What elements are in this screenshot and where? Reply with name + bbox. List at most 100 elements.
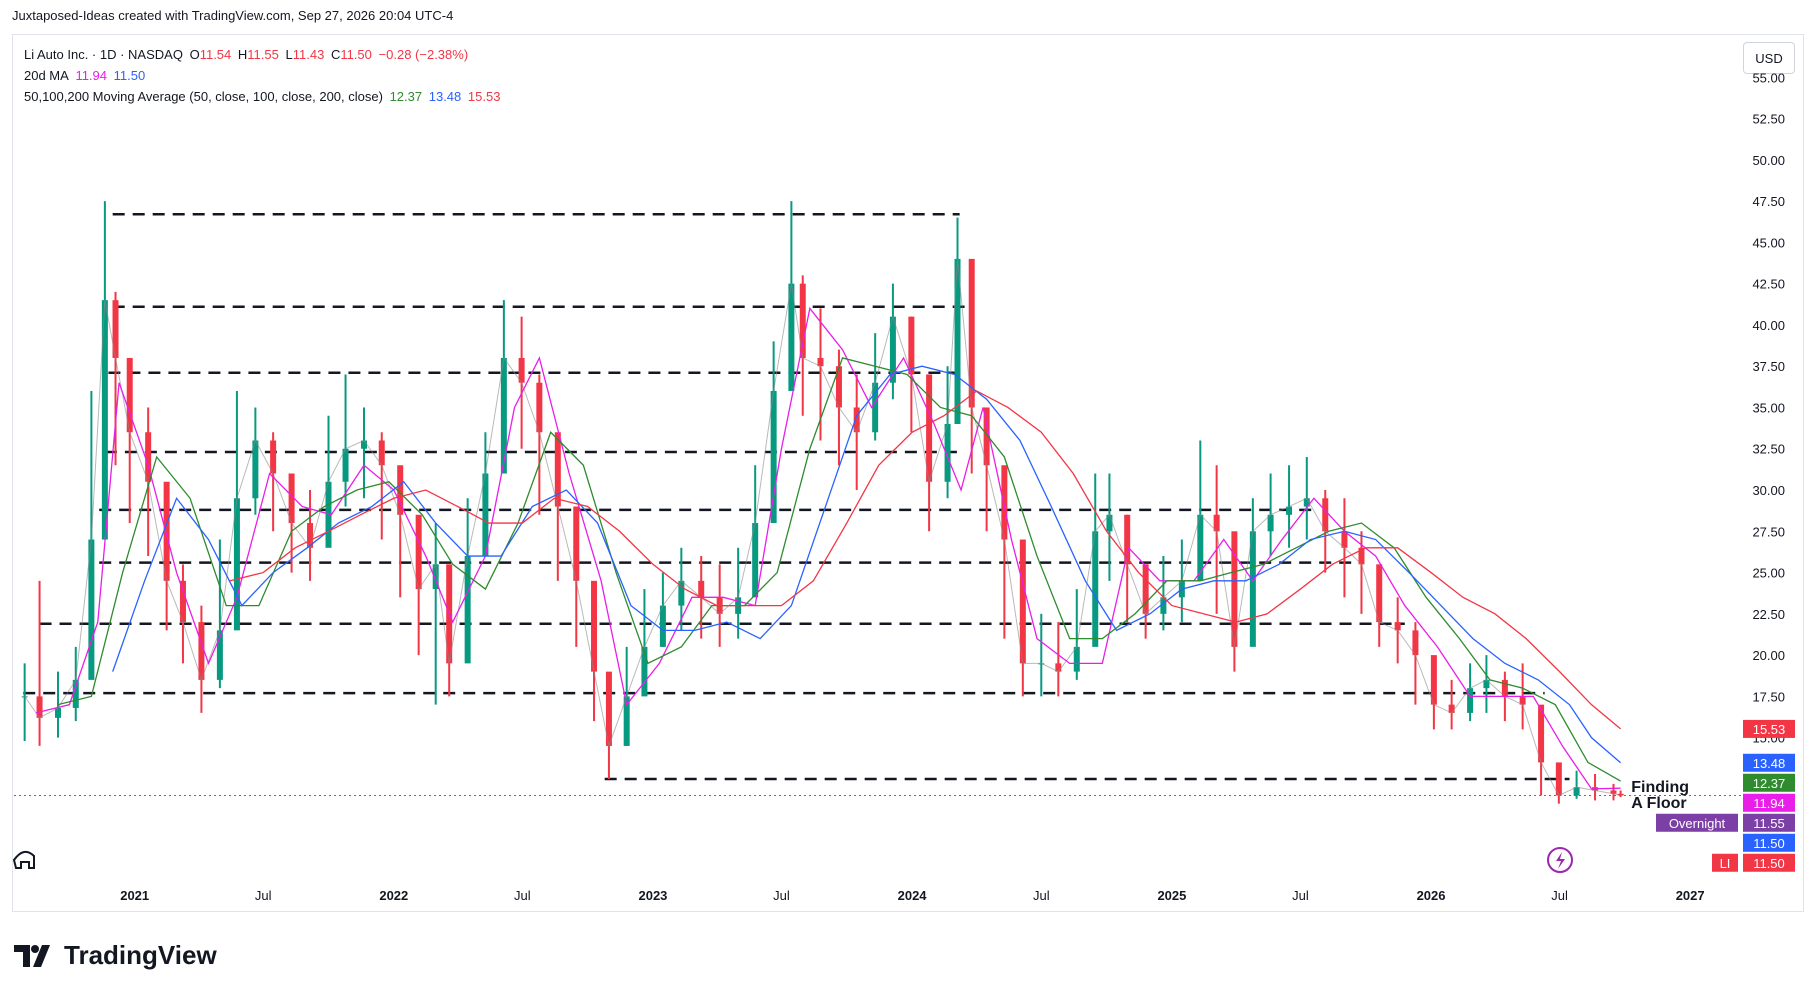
candle-body — [908, 316, 915, 375]
candle-body — [983, 407, 990, 466]
price-close-line — [24, 258, 1621, 797]
moving-average-line — [112, 365, 1622, 764]
candle-body — [1019, 539, 1026, 664]
candle-body — [817, 357, 824, 367]
lightning-icon[interactable] — [1547, 847, 1573, 873]
candle-body — [1376, 564, 1383, 623]
candle-body — [1555, 762, 1562, 796]
candle-body — [518, 357, 525, 383]
ma20-legend-row[interactable]: 20d MA 11.94 11.50 — [24, 65, 503, 86]
y-tick-label: 20.00 — [1752, 648, 1785, 663]
candle-body — [554, 432, 561, 507]
price-axis-label: 11.94 — [1753, 796, 1785, 811]
y-tick-label: 55.00 — [1752, 70, 1785, 85]
y-tick-label: 50.00 — [1752, 153, 1785, 168]
candle-body — [482, 473, 489, 557]
candle-body — [853, 407, 860, 433]
candle-body — [659, 605, 666, 647]
candle-body — [1303, 498, 1310, 507]
price-tag-bg — [1656, 813, 1738, 832]
candle-body — [1617, 793, 1624, 796]
brand-name: TradingView — [64, 940, 217, 970]
candle-body — [678, 580, 685, 606]
symbol-name[interactable]: Li Auto Inc. · 1D · NASDAQ — [24, 47, 183, 62]
candle-body — [788, 283, 795, 391]
candle-body — [397, 465, 404, 515]
candle-body — [216, 630, 223, 680]
candle-body — [198, 622, 205, 680]
candle-body — [88, 539, 95, 680]
ma200-value: 15.53 — [467, 89, 501, 104]
x-tick-label: Jul — [1551, 888, 1568, 903]
candle-body — [1412, 630, 1419, 656]
candle-body — [361, 440, 368, 449]
chart-frame — [12, 34, 1804, 912]
candle-body — [252, 440, 259, 499]
x-tick-label: Jul — [773, 888, 790, 903]
candle-body — [1430, 655, 1437, 705]
candle-body — [1092, 531, 1099, 647]
candle-body — [36, 696, 43, 718]
candle-body — [1322, 498, 1329, 532]
close-value: 11.50 — [340, 47, 372, 62]
candle-body — [179, 580, 186, 623]
price-axis-label-bg — [1743, 719, 1795, 738]
candle-body — [1124, 514, 1131, 565]
x-tick-label: 2026 — [1417, 888, 1446, 903]
moving-average-line — [229, 390, 1622, 730]
x-tick-label: 2023 — [638, 888, 667, 903]
change-value: −0.28 (−2.38%) — [378, 47, 469, 62]
x-tick-label: 2027 — [1676, 888, 1705, 903]
currency-button[interactable]: USD — [1743, 42, 1795, 74]
candle-body — [307, 523, 314, 548]
candle-body — [342, 448, 349, 482]
y-tick-label: 42.50 — [1752, 277, 1785, 292]
candle-body — [72, 679, 79, 708]
candle-body — [698, 580, 705, 598]
candle-body — [623, 696, 630, 746]
price-axis-label-bg — [1743, 813, 1795, 832]
candle-body — [1001, 465, 1008, 540]
tradingview-logo[interactable]: TradingView — [14, 940, 217, 971]
candle-body — [1267, 514, 1274, 532]
candle-body — [145, 432, 152, 482]
tradingview-logo-icon — [14, 944, 50, 967]
candle-body — [288, 473, 295, 524]
candle-body — [926, 374, 933, 482]
candle-body — [1231, 531, 1238, 647]
price-axis-label-bg — [1743, 833, 1795, 852]
low-value: 11.43 — [292, 47, 325, 62]
candle-body — [536, 382, 543, 433]
candle-body — [1142, 564, 1149, 614]
y-tick-label: 37.50 — [1752, 359, 1785, 374]
y-tick-label: 17.50 — [1752, 689, 1785, 704]
price-axis-label: 11.50 — [1753, 836, 1785, 851]
price-axis-label: 12.37 — [1753, 776, 1786, 791]
symbol-legend-row[interactable]: Li Auto Inc. · 1D · NASDAQ O11.54 H11.55… — [24, 44, 503, 65]
ma-multi-legend-row[interactable]: 50,100,200 Moving Average (50, close, 10… — [24, 86, 503, 107]
y-tick-label: 40.00 — [1752, 318, 1785, 333]
candle-body — [573, 506, 580, 581]
x-tick-label: 2024 — [898, 888, 928, 903]
x-tick-label: 2022 — [379, 888, 408, 903]
candle-body — [1358, 547, 1365, 565]
y-tick-label: 47.50 — [1752, 194, 1785, 209]
x-tick-label: 2021 — [120, 888, 149, 903]
chart-attribution: Juxtaposed-Ideas created with TradingVie… — [12, 8, 454, 23]
candle-body — [1467, 688, 1474, 713]
low-label: L — [285, 47, 293, 62]
candle-body — [1213, 514, 1220, 532]
price-axis-label: 11.55 — [1753, 816, 1785, 831]
price-axis-label-bg — [1743, 773, 1795, 792]
price-axis-label: 15.53 — [1753, 722, 1786, 737]
y-tick-label: 32.50 — [1752, 442, 1785, 457]
x-tick-label: Jul — [514, 888, 531, 903]
y-tick-label: 45.00 — [1752, 235, 1785, 250]
ma50-value: 12.37 — [389, 89, 423, 104]
lightning-bolt-shape — [1556, 852, 1565, 869]
price-axis-label: 11.50 — [1753, 856, 1785, 871]
dino-icon[interactable] — [12, 850, 35, 869]
chart-legend: Li Auto Inc. · 1D · NASDAQ O11.54 H11.55… — [24, 44, 503, 107]
candle-body — [163, 481, 170, 581]
